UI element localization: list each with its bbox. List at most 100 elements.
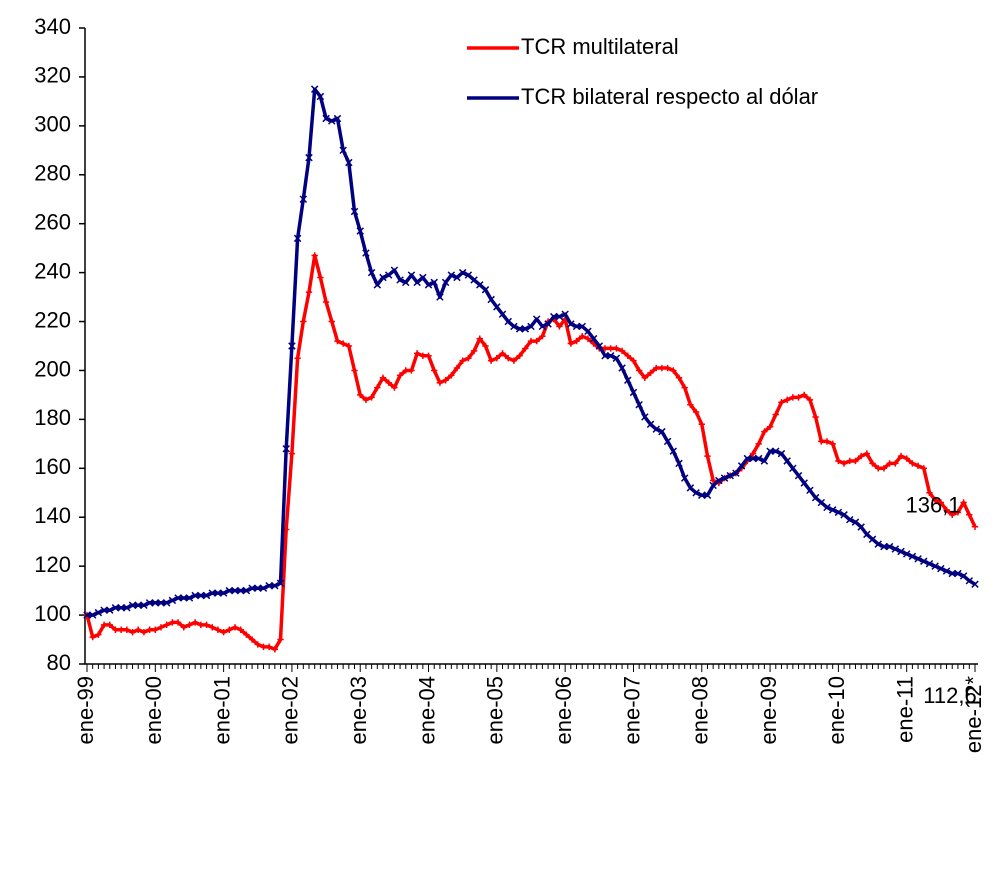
point-marker [647,369,654,377]
point-marker [794,471,803,480]
point-marker [322,114,330,123]
point-marker [920,557,928,565]
point-marker [544,320,552,328]
point-marker [237,626,244,633]
point-marker [407,271,416,279]
point-marker [157,624,165,631]
point-marker [145,599,154,607]
point-marker [601,352,609,360]
point-marker [709,477,717,484]
point-marker [243,631,250,638]
point-marker [857,452,865,460]
point-marker [505,355,512,362]
point-marker [226,626,233,633]
point-marker [618,364,626,372]
point-marker [914,555,922,563]
point-marker [863,450,871,457]
point-marker [356,227,364,235]
point-marker [174,619,182,626]
point-marker [874,540,882,548]
point-marker [271,581,279,590]
point-marker [926,489,933,496]
point-marker [322,298,330,306]
point-marker [134,601,142,610]
point-marker [823,503,831,512]
point-marker [971,580,979,588]
point-marker [128,601,137,610]
point-marker [112,626,119,633]
point-marker [476,335,483,342]
point-marker [629,388,638,397]
point-marker [612,354,621,362]
point-marker [931,562,939,570]
point-marker [527,337,535,345]
point-marker [812,413,819,421]
point-marker [914,462,922,470]
point-marker [197,621,205,629]
point-marker [971,523,979,530]
point-marker [442,377,449,384]
point-marker [880,465,888,472]
point-marker [681,384,688,391]
point-marker [345,158,353,167]
point-marker [948,569,956,578]
point-marker [458,268,467,277]
point-marker [203,621,210,629]
x-tick-label: ene-08 [688,676,713,745]
point-marker [852,457,859,465]
point-marker [333,114,342,123]
point-marker [208,589,216,597]
point-marker [806,486,814,495]
point-marker [152,626,159,633]
point-marker [846,457,853,465]
point-marker [641,374,649,381]
x-tick-label: ene-06 [551,676,576,745]
point-marker [891,545,900,553]
point-marker [680,474,689,482]
point-marker [111,604,120,612]
legend-label: TCR bilateral respecto al dólar [521,84,818,109]
point-marker [499,350,506,357]
point-marker [202,591,211,600]
point-marker [737,462,746,470]
point-marker [288,450,296,457]
point-marker [846,515,854,524]
y-tick-label: 180 [34,405,71,430]
point-marker [117,626,125,633]
point-marker [897,547,905,556]
point-marker [572,322,581,331]
point-marker [606,352,615,360]
point-marker [624,352,631,359]
point-marker [857,523,865,531]
point-marker [823,438,831,445]
x-tick-label: ene-07 [619,676,644,745]
point-marker [527,322,535,331]
point-marker [459,357,466,364]
point-marker [510,357,518,364]
point-marker [214,626,222,633]
x-tick-label: ene-01 [209,676,234,745]
point-marker [282,445,290,453]
point-marker [749,450,757,457]
point-marker [772,411,779,418]
point-marker [100,621,108,629]
point-marker [601,345,609,352]
point-marker [675,459,683,468]
point-marker [687,401,694,408]
point-marker [259,584,268,592]
y-tick-label: 320 [34,63,71,88]
point-marker [658,364,666,372]
point-marker [584,327,592,336]
y-tick-label: 80 [47,650,71,675]
point-marker [95,631,102,638]
point-marker [624,376,632,384]
point-marker [140,601,148,610]
point-marker [766,423,774,430]
point-marker [288,342,296,350]
point-marker [448,372,455,379]
point-marker [357,391,364,399]
point-marker [567,320,575,328]
point-marker [94,608,103,617]
point-marker [783,457,791,465]
point-marker [339,146,347,155]
